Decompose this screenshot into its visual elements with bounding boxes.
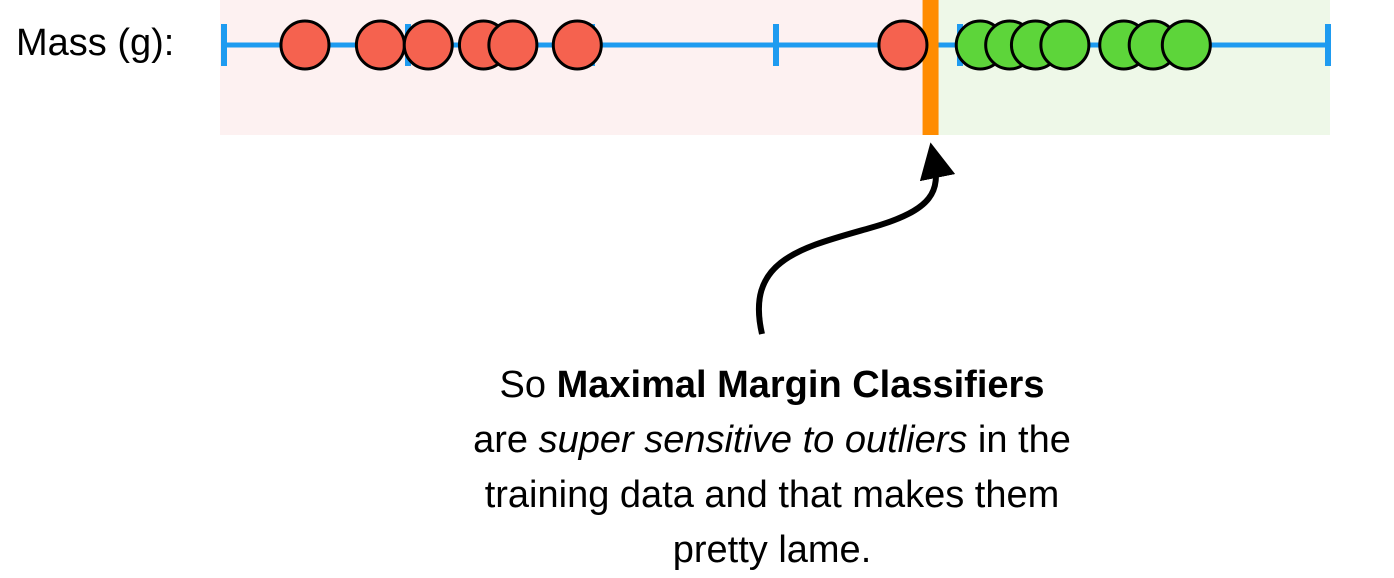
caption-line-2: are super sensitive to outliers in the	[360, 413, 1184, 468]
data-points	[279, 19, 1212, 71]
caption-line-3: training data and that makes them	[484, 474, 1060, 516]
caption-bold-term: Maximal Margin Classifiers	[556, 364, 1045, 406]
red-data-point	[279, 19, 331, 71]
axis-label: Mass (g):	[16, 22, 175, 64]
red-data-point	[877, 19, 929, 71]
caption: So Maximal Margin Classifiers are super …	[360, 358, 1184, 578]
red-data-point	[354, 19, 406, 71]
caption-line-2-prefix: are	[473, 419, 539, 461]
caption-line-1: So Maximal Margin Classifiers	[360, 358, 1184, 413]
red-data-point	[402, 19, 454, 71]
caption-line-4: pretty lame.	[672, 529, 872, 571]
red-data-point	[551, 19, 603, 71]
green-data-point	[1039, 19, 1091, 71]
red-data-point	[487, 19, 539, 71]
threshold-bar	[922, 0, 939, 135]
caption-line-2-suffix: in the	[967, 419, 1071, 461]
curved-arrow	[755, 142, 956, 335]
green-data-point	[1160, 19, 1212, 71]
caption-line-1-prefix: So	[499, 364, 557, 406]
caption-italic-phrase: super sensitive to outliers	[538, 419, 968, 461]
